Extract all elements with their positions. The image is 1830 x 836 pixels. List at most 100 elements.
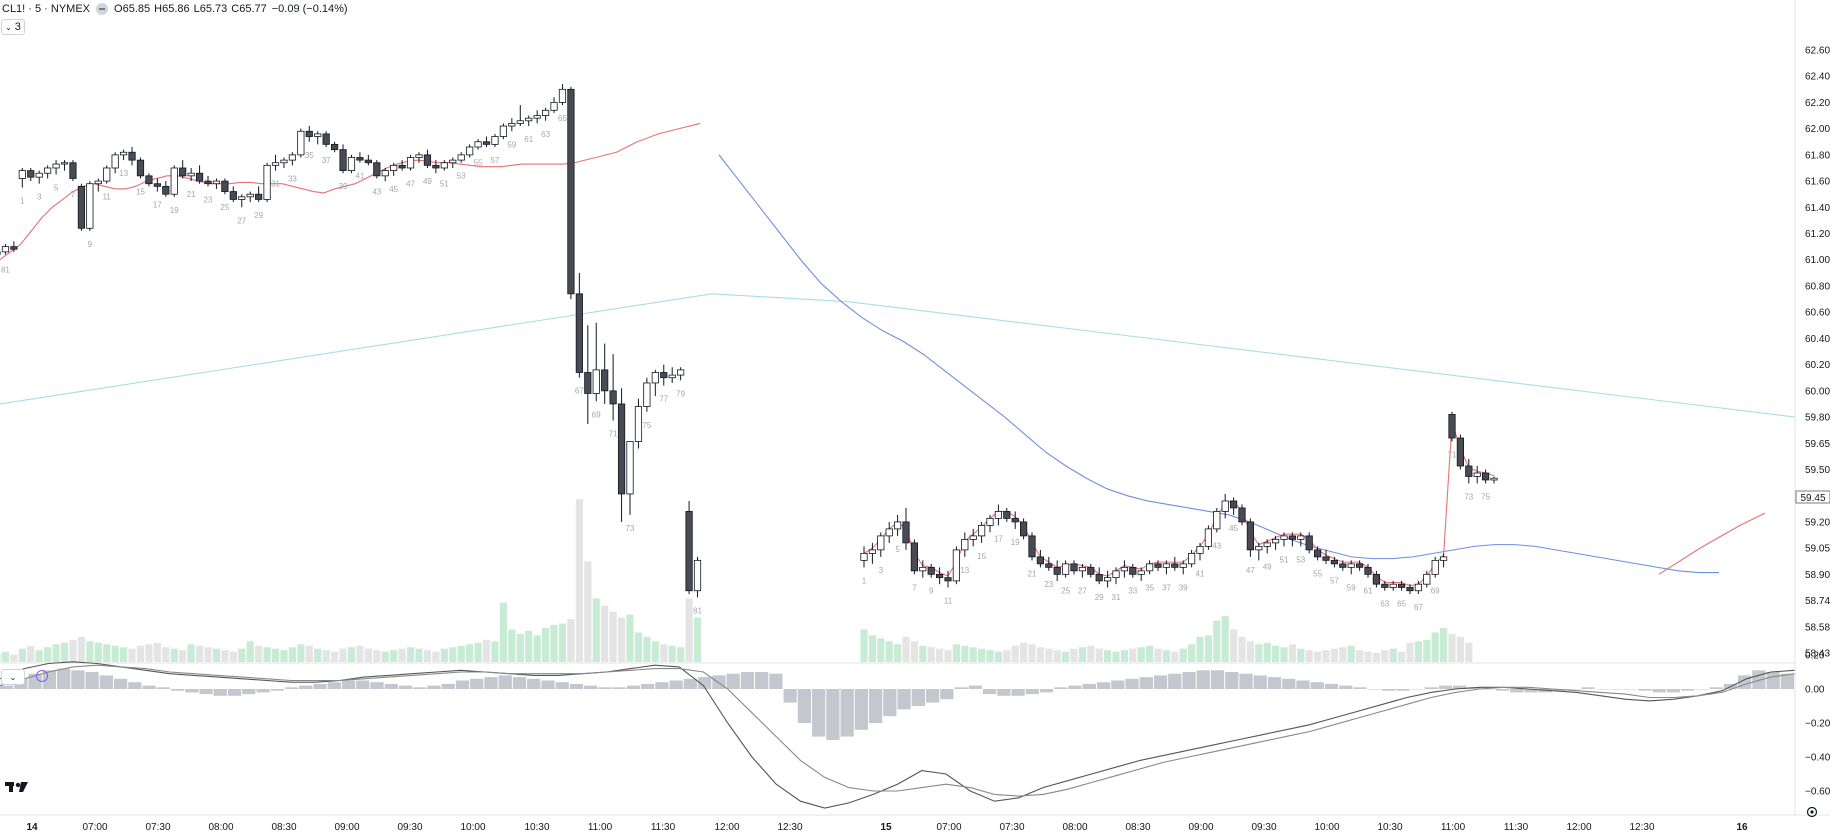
macd-hist-bar (1567, 689, 1581, 690)
volume-bar (927, 647, 935, 662)
time-tick: 09:00 (1188, 822, 1213, 833)
symbol-title[interactable]: CL1! · 5 · NYMEX (2, 3, 91, 15)
volume-bar (432, 651, 440, 662)
ma-slow-series (0, 293, 1796, 418)
macd-lines (0, 661, 1796, 809)
candle (457, 152, 465, 163)
candle (1213, 507, 1221, 533)
volume-bar (204, 647, 212, 662)
indicators-collapse-button[interactable]: ⌄ 3 (1, 19, 25, 35)
volume-bar (1062, 651, 1070, 662)
price-tick: 61.80 (1805, 150, 1830, 161)
volume-bar (584, 561, 592, 662)
price-tick: 61.00 (1805, 255, 1830, 266)
candle (398, 160, 406, 171)
candle (1238, 504, 1246, 526)
bar-count-label: 57 (1330, 576, 1339, 585)
volume-bar (195, 645, 204, 662)
macd-axis[interactable]: 0.20 0.00 −0.20 −0.40 −0.60 (1805, 651, 1830, 798)
candle (919, 560, 927, 578)
candle (575, 272, 583, 378)
bar-count-label: 39 (339, 182, 348, 191)
market-status-icon[interactable] (96, 3, 109, 15)
candle (406, 154, 415, 171)
candle (27, 167, 35, 182)
price-tick: 58.43 (1805, 649, 1830, 660)
bar-count-label: 63 (541, 130, 550, 139)
macd-hist-bar (1139, 677, 1153, 689)
price-tick: 59.80 (1805, 413, 1830, 424)
candle (1431, 556, 1439, 578)
bar-count-label: 15 (977, 552, 986, 561)
macd-hist-bar (997, 689, 1011, 696)
candle (305, 126, 313, 142)
macd-hist-bar (1681, 689, 1695, 691)
time-tick: 09:30 (397, 822, 422, 833)
time-tick: 12:00 (1566, 822, 1591, 833)
settings-gear-icon[interactable] (1806, 806, 1818, 818)
price-tick: 60.80 (1805, 281, 1830, 292)
time-tick: 07:00 (936, 822, 961, 833)
macd-hist-bar (1025, 689, 1039, 695)
candle (1221, 493, 1229, 519)
bar-count-label: 51 (1280, 555, 1289, 564)
candle (651, 369, 659, 397)
bar-count-label: 69 (1431, 587, 1440, 596)
candle (927, 563, 935, 578)
macd-hist-bar (1210, 670, 1225, 689)
bar-count-label: 73 (1464, 492, 1473, 501)
macd-pane-collapse-button[interactable]: ⌄ (1, 669, 25, 685)
volume-bar (221, 650, 229, 662)
bar-count-label: 51 (440, 180, 449, 189)
macd-series (0, 661, 1796, 809)
time-axis[interactable]: 14 07:00 07:30 08:00 08:30 09:00 09:30 10:00 10:… (26, 822, 1748, 833)
bar-count-label: 65 (1397, 600, 1406, 609)
bar-count-label: 17 (153, 201, 162, 210)
volume-bar (525, 630, 533, 662)
candle (902, 507, 910, 550)
candle (877, 532, 885, 557)
macd-hist-bar (598, 687, 612, 689)
macd-hist-bar (1695, 689, 1709, 690)
volume-bar (187, 644, 195, 662)
volume-bar (1112, 651, 1120, 662)
volume-bar (466, 644, 474, 662)
price-axis[interactable]: 62.60 62.40 62.20 62.00 61.80 61.60 61.40 61.20… (1805, 46, 1830, 660)
volume-bar (542, 627, 550, 662)
macd-settings-icon[interactable] (36, 670, 48, 682)
candle (145, 173, 153, 187)
volume-bar (609, 611, 617, 662)
price-tick: 61.40 (1805, 203, 1830, 214)
time-tick: 10:00 (460, 822, 485, 833)
bar-count-label: 3 (879, 566, 884, 575)
candle (271, 154, 280, 171)
macd-hist-bar (527, 678, 541, 689)
bar-count-label: 21 (1028, 569, 1037, 578)
macd-hist-bar (641, 683, 655, 689)
candle (1246, 518, 1254, 557)
volume-bar (1414, 641, 1422, 662)
volume-bar (1356, 650, 1364, 662)
macd-hist-bar (655, 682, 669, 689)
candle (592, 322, 600, 402)
candle (634, 398, 643, 449)
current-price-value: 59.45 (1800, 493, 1825, 504)
bar-count-label: 79 (676, 389, 685, 398)
macd-hist-bar (982, 689, 997, 695)
macd-tick: 0.00 (1805, 685, 1825, 696)
macd-hist-bar (584, 685, 598, 689)
candle (491, 133, 499, 148)
candle (466, 144, 474, 158)
volume-bar (550, 625, 558, 662)
volume-bar (1238, 636, 1246, 662)
candle (1423, 570, 1431, 588)
volume-bar (263, 647, 271, 662)
macd-hist-bar (1068, 685, 1082, 689)
tradingview-logo[interactable] (5, 782, 28, 792)
macd-hist-bar (1339, 685, 1353, 689)
candle (229, 186, 237, 203)
candle (1154, 560, 1162, 571)
bar-count-label: 9 (88, 240, 93, 249)
